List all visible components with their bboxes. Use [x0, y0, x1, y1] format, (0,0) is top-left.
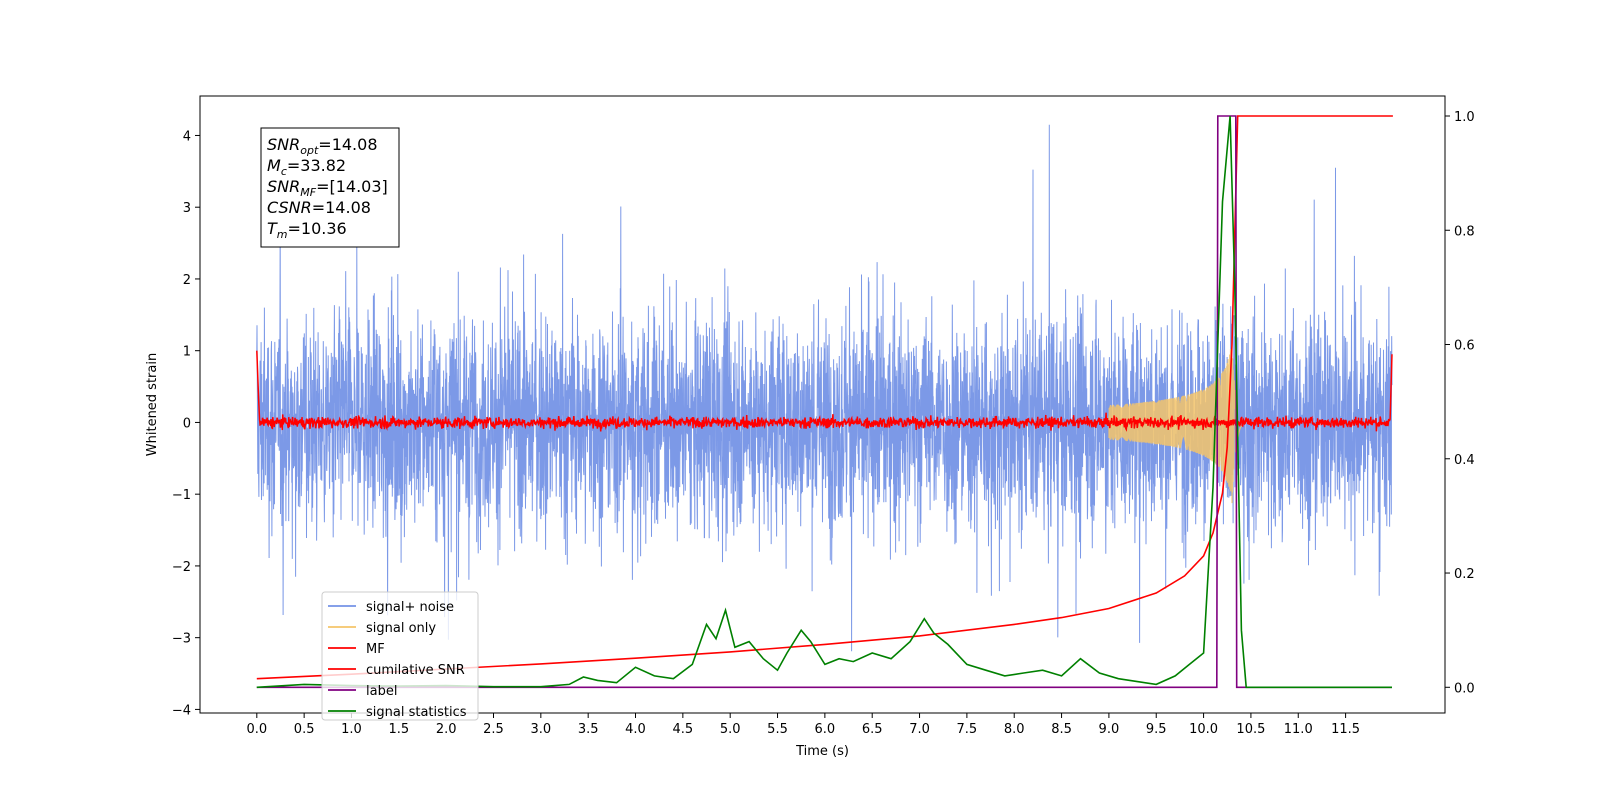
x-tick-label: 10.5 — [1236, 722, 1265, 737]
y-tick-label: 4 — [183, 129, 191, 144]
y-tick-label: −4 — [172, 703, 191, 718]
x-tick-label: 11.5 — [1331, 722, 1360, 737]
legend-entry: MF — [366, 642, 385, 657]
y2-tick-label: 0.6 — [1454, 339, 1475, 354]
axes: 0.0 0.5 1.0 1.5 2.0 2.5 3.0 3.5 4.0 4.5 5.0 5.5 6.0 6… — [172, 110, 1475, 737]
x-tick-label: 9.0 — [1099, 722, 1120, 737]
annotation-value: =[14.03] — [316, 177, 388, 196]
legend-frame — [321, 591, 479, 721]
x-tick-label: 8.5 — [1051, 722, 1072, 737]
annotation-symbol: SNR — [267, 135, 300, 154]
x-tick-label: 6.0 — [815, 722, 836, 737]
legend: signal+ noise signal only MF cumilative SNR… — [321, 591, 479, 721]
x-tick-label: 11.0 — [1284, 722, 1313, 737]
x-tick-label: 0.5 — [294, 722, 315, 737]
y2-tick-label: 0.2 — [1454, 567, 1475, 582]
x-axis-label: Time (s) — [795, 744, 849, 759]
x-tick-label: 0.0 — [246, 722, 267, 737]
series-signal-statistics — [256, 115, 1392, 689]
annotation-subscript: c — [281, 165, 287, 178]
x-tick-label: 10.0 — [1189, 722, 1218, 737]
x-tick-label: 7.5 — [957, 722, 978, 737]
x-tick-label: 2.5 — [483, 722, 504, 737]
y-tick-label: 2 — [183, 273, 191, 288]
y2-tick-label: 0.8 — [1454, 224, 1475, 239]
y-tick-label: 3 — [183, 201, 191, 216]
plot-area — [256, 115, 1393, 689]
series-group — [256, 115, 1393, 689]
legend-entry: signal+ noise — [366, 600, 454, 615]
x-tick-label: 5.0 — [720, 722, 741, 737]
annotation-symbol: CSNR — [267, 198, 312, 217]
annotation-line: Mc=33.82 — [267, 156, 346, 178]
annotation-value: =33.82 — [287, 156, 346, 175]
x-tick-label: 5.5 — [767, 722, 788, 737]
annotation-symbol: M — [267, 156, 281, 175]
parameter-annotation-box: SNRopt=14.08Mc=33.82SNRMF=[14.03]CSNR=14… — [260, 127, 400, 248]
y-tick-label: 1 — [183, 345, 191, 360]
annotation-symbol: T — [267, 219, 278, 238]
y2-tick-label: 0.0 — [1454, 681, 1475, 696]
x-tick-label: 2.0 — [436, 722, 457, 737]
x-tick-label: 4.5 — [673, 722, 694, 737]
legend-entry: cumilative SNR — [366, 663, 465, 678]
x-tick-label: 8.0 — [1004, 722, 1025, 737]
legend-entry: signal statistics — [366, 705, 467, 720]
x-tick-label: 1.0 — [341, 722, 362, 737]
series-signal-only — [1108, 344, 1247, 504]
x-tick-label: 4.0 — [625, 722, 646, 737]
y-axis-label: Whitened strain — [145, 353, 160, 456]
x-tick-label: 3.5 — [578, 722, 599, 737]
series-mf — [256, 350, 1393, 432]
legend-entry: signal only — [366, 621, 436, 636]
x-tick-label: 9.5 — [1146, 722, 1167, 737]
y-tick-label: −2 — [172, 560, 191, 575]
y-tick-label: −1 — [172, 488, 191, 503]
legend-entry: label — [366, 684, 397, 699]
x-tick-label: 7.0 — [909, 722, 930, 737]
annotation-subscript: opt — [300, 144, 319, 157]
x-tick-label: 1.5 — [388, 722, 409, 737]
annotation-line: SNRMF=[14.03] — [267, 177, 388, 199]
y-tick-label: −3 — [172, 632, 191, 647]
y2-tick-label: 1.0 — [1454, 110, 1475, 125]
x-tick-label: 3.0 — [530, 722, 551, 737]
annotation-value: =10.36 — [288, 219, 347, 238]
x-tick-label: 6.5 — [862, 722, 883, 737]
annotation-symbol: SNR — [267, 177, 300, 196]
annotation-subscript: MF — [300, 186, 316, 199]
annotation-line: CSNR=14.08 — [267, 198, 371, 217]
series-cumulative-snr — [256, 115, 1393, 680]
y2-tick-label: 0.4 — [1454, 453, 1475, 468]
y-tick-label: 0 — [183, 416, 191, 431]
annotation-line: SNRopt=14.08 — [267, 135, 378, 157]
annotation-line: Tm=10.36 — [267, 219, 347, 241]
annotation-value: =14.08 — [312, 198, 371, 217]
annotation-value: =14.08 — [318, 135, 377, 154]
annotation-subscript: m — [277, 228, 288, 241]
annotation-frame — [260, 127, 400, 248]
plot-frame — [199, 95, 1446, 714]
